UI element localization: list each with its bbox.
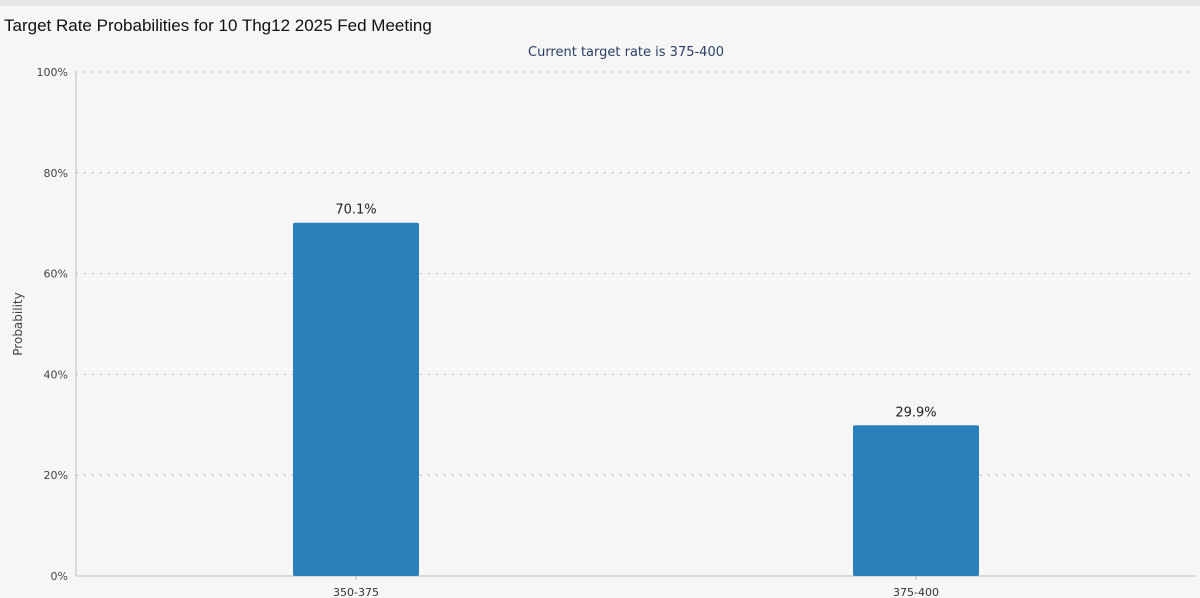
y-tick-label: 0% [51, 570, 68, 583]
top-strip [0, 0, 1200, 6]
y-tick-label: 20% [44, 469, 68, 482]
grid-layer [75, 71, 1197, 476]
y-tick-label: 60% [44, 268, 68, 281]
x-tick-label: 350-375 [333, 586, 379, 598]
bar-layer [293, 222, 979, 577]
bar-data-label: 70.1% [335, 203, 376, 218]
y-tick-label: 40% [44, 368, 68, 381]
y-tick-label: 100% [37, 66, 68, 79]
x-tick-label: 375-400 [893, 586, 939, 598]
axis-layer [75, 72, 1196, 580]
chart-subtitle: Current target rate is 375-400 [528, 45, 724, 60]
page-title: Target Rate Probabilities for 10 Thg12 2… [4, 16, 432, 35]
bar-data-label: 29.9% [895, 405, 936, 420]
y-axis-label: Probability [11, 292, 25, 355]
label-layer: 0% 20% 40% 60% 80% 100% 70.1% 350-375 29.9% 375-4… [37, 66, 939, 598]
y-tick-label: 80% [44, 167, 68, 180]
bar [293, 222, 419, 577]
bar [853, 425, 979, 576]
